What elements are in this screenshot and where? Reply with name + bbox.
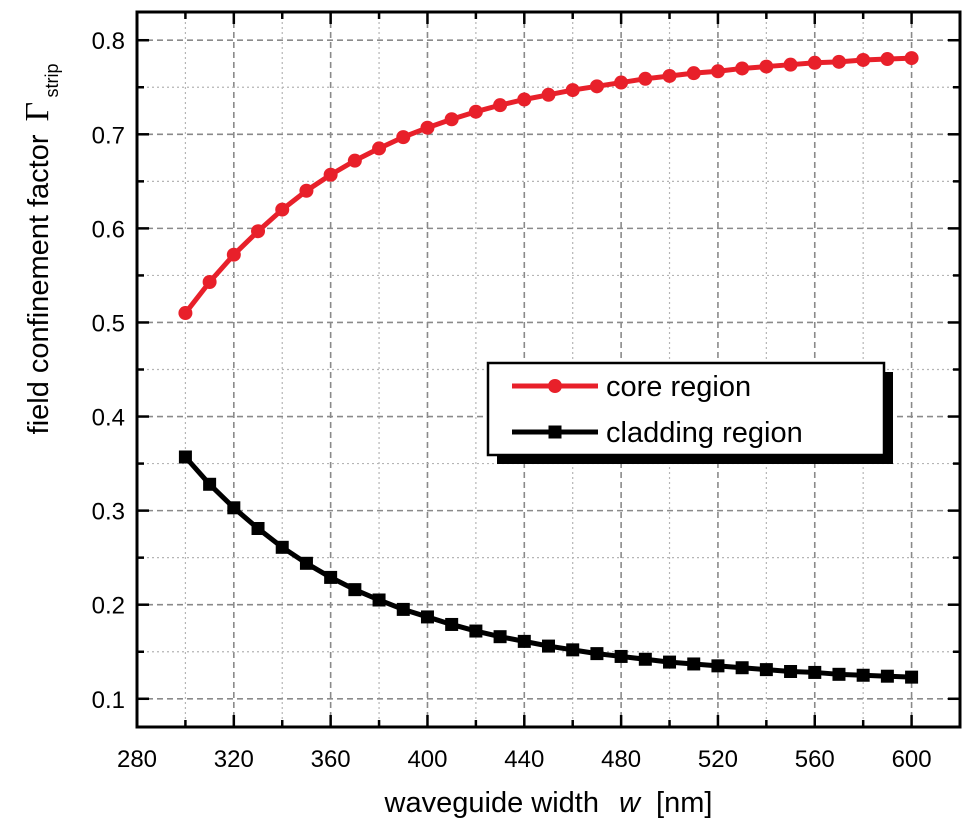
data-point [493, 630, 507, 644]
data-point [251, 224, 266, 239]
data-point [905, 670, 919, 684]
data-point [759, 663, 773, 677]
data-point [202, 275, 217, 290]
data-point [468, 104, 483, 119]
data-point [832, 667, 846, 681]
data-point [808, 665, 822, 679]
data-point [323, 167, 338, 182]
data-point [178, 450, 192, 464]
legend-core-marker [548, 379, 562, 393]
data-point [420, 610, 434, 624]
series-cladding [178, 450, 919, 684]
data-point [735, 661, 749, 675]
legend-cladding-marker [548, 425, 562, 439]
data-point [614, 75, 629, 90]
data-point [710, 64, 725, 79]
data-point [856, 52, 871, 67]
legend-box [486, 361, 886, 457]
data-point [783, 57, 798, 72]
y-tick-label: 0.3 [92, 499, 125, 526]
data-point [493, 98, 508, 113]
data-point [226, 247, 241, 262]
data-point [227, 501, 241, 515]
data-point [662, 68, 677, 83]
data-point [203, 477, 217, 491]
data-point [687, 657, 701, 671]
data-point [590, 647, 604, 661]
y-axis-title: field confinement factor Γ strip [19, 63, 62, 434]
data-point [396, 130, 411, 145]
x-tick-label: 280 [117, 746, 157, 773]
tick-labels: 280 320 360 400 440 480 520 560 600 0.1 0.2 0.3 0.4 0… [92, 28, 932, 773]
x-axis-title-unit: [nm] [656, 787, 712, 819]
x-tick-label: 400 [407, 746, 447, 773]
data-point [807, 55, 822, 70]
data-point [638, 652, 652, 666]
data-point [541, 87, 556, 102]
data-point [735, 61, 750, 76]
legend-core-label: core region [606, 371, 751, 403]
data-point [686, 66, 701, 81]
data-point [663, 655, 677, 669]
data-point [299, 183, 314, 198]
legend-cladding-label: cladding region [606, 417, 803, 449]
data-point [614, 649, 628, 663]
y-axis-title-symbol: Γ [19, 102, 56, 122]
x-axis-title-variable: w [619, 787, 642, 819]
data-point [178, 306, 193, 321]
x-axis-title: waveguide width w [nm] [384, 787, 713, 819]
x-tick-label: 600 [892, 746, 932, 773]
data-point [445, 617, 459, 631]
y-axis-title-subscript: strip [42, 63, 62, 97]
y-tick-label: 0.4 [92, 405, 125, 432]
data-point [275, 540, 289, 554]
data-point [324, 570, 338, 584]
data-point [444, 112, 459, 127]
x-tick-label: 320 [214, 746, 254, 773]
data-point [589, 79, 604, 94]
x-tick-label: 480 [601, 746, 641, 773]
data-point [880, 52, 895, 67]
data-point [759, 59, 774, 74]
x-axis-title-main: waveguide width [384, 787, 599, 819]
data-point [517, 92, 532, 107]
data-point [831, 54, 846, 69]
x-tick-label: 520 [698, 746, 738, 773]
data-point [565, 83, 580, 98]
x-tick-label: 440 [504, 746, 544, 773]
data-point [566, 643, 580, 657]
data-point [372, 141, 387, 156]
data-point [784, 664, 798, 678]
data-point [517, 634, 531, 648]
y-tick-label: 0.8 [92, 28, 125, 55]
series-group [178, 51, 919, 684]
y-tick-label: 0.1 [92, 687, 125, 714]
data-point [904, 51, 919, 66]
data-point [711, 659, 725, 673]
y-tick-label: 0.2 [92, 593, 125, 620]
data-point [275, 202, 290, 217]
data-point [469, 624, 483, 638]
data-point [348, 583, 362, 597]
y-tick-label: 0.5 [92, 310, 125, 337]
data-point [251, 521, 265, 535]
data-point [299, 556, 313, 570]
axis-ticks [137, 12, 960, 727]
data-point [347, 153, 362, 168]
series-core [178, 51, 919, 321]
data-point [372, 593, 386, 607]
data-point [396, 602, 410, 616]
y-axis-title-main: field confinement factor [23, 134, 55, 434]
x-tick-label: 360 [311, 746, 351, 773]
data-point [856, 668, 870, 682]
x-tick-label: 560 [795, 746, 835, 773]
data-point [880, 669, 894, 683]
y-tick-label: 0.6 [92, 216, 125, 243]
y-tick-label: 0.7 [92, 122, 125, 149]
data-point [638, 71, 653, 86]
legend: core region cladding region [486, 361, 893, 464]
data-point [420, 120, 435, 135]
data-point [542, 639, 555, 653]
